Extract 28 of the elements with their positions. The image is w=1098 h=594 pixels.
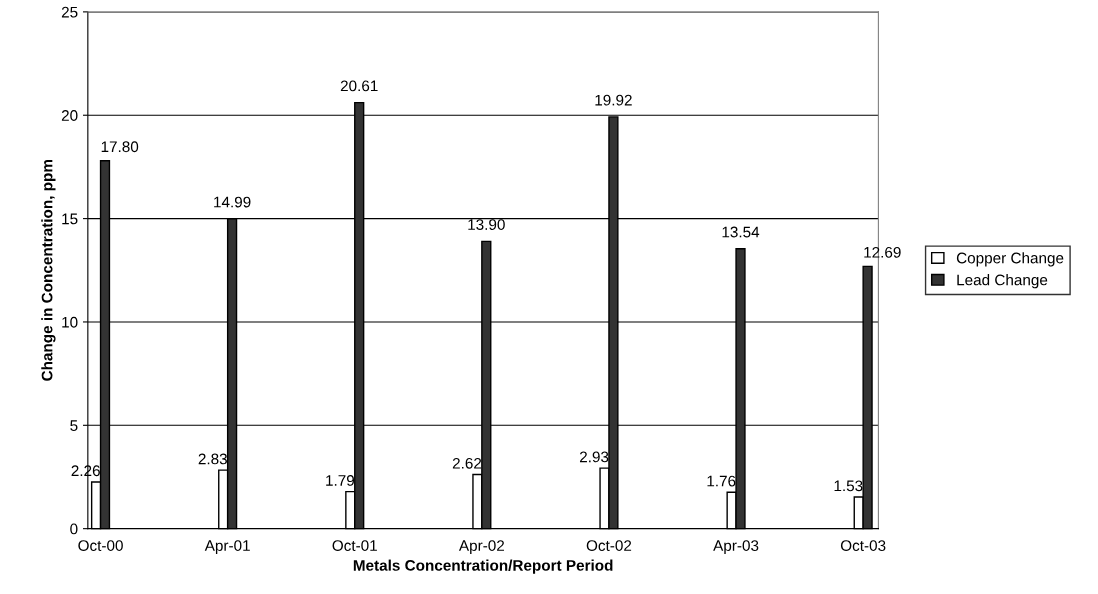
x-tick-label: Oct-02: [586, 540, 632, 551]
x-tick-label: Apr-03: [713, 540, 759, 555]
x-tick-label: Apr-02: [458, 540, 505, 555]
x-axis-title: Metals Concentration/Report Period: [353, 559, 613, 574]
data-label: 19.92: [595, 94, 632, 106]
y-tick-label: 10: [62, 316, 78, 328]
x-tick-label: Oct-01: [332, 540, 377, 551]
data-label: 2.83: [198, 453, 227, 465]
data-label: 17.80: [101, 141, 139, 153]
y-tick-label: 5: [70, 420, 78, 431]
x-tick-label: Oct-00: [78, 540, 123, 551]
legend-label: Lead Change: [957, 274, 1048, 289]
data-label: 12.69: [864, 246, 901, 258]
data-label: 20.61: [340, 80, 378, 92]
data-label: 1.53: [834, 480, 863, 492]
x-tick-label: Apr-01: [204, 540, 250, 555]
data-label: 13.90: [468, 219, 505, 230]
data-label: 2.62: [452, 457, 482, 469]
data-label: 13.54: [722, 226, 760, 238]
y-tick-label: 25: [61, 6, 78, 18]
y-tick-label: 15: [62, 213, 78, 225]
data-label: 14.99: [214, 196, 251, 208]
y-axis-title: Change in Concentration, ppm: [41, 160, 56, 381]
y-tick-label: 0: [70, 523, 78, 535]
y-tick-label: 20: [61, 110, 78, 121]
legend-label: Copper Change: [956, 252, 1064, 267]
data-label: 1.79: [326, 475, 355, 486]
x-tick-label: Oct-03: [840, 540, 886, 551]
